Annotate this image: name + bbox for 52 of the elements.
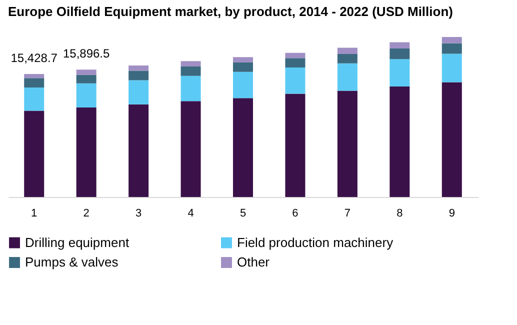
bar [285,52,306,58]
bar [442,37,462,44]
bar [337,48,358,54]
bar [285,94,306,197]
legend-label: Pumps & valves [25,254,119,270]
bar [337,63,358,91]
bar [128,65,149,71]
x-tick-label: 5 [240,208,246,220]
bar [24,78,44,88]
bar [233,57,253,62]
bar [180,76,201,102]
annotation: 15,896.5 [62,46,110,61]
legend-label: Other [237,254,270,270]
bar [233,72,253,98]
bar [180,101,201,197]
bar [390,86,410,197]
chart-title: Europe Oilfield Equipment market, by product, 2014 - 2022 (USD Million) [8,4,453,19]
bar [24,110,44,197]
x-tick-label: 7 [344,208,351,220]
bar [128,70,149,80]
bar [76,108,96,197]
bar [24,88,44,111]
bar [337,54,358,64]
x-tick-label: 6 [292,208,298,220]
x-tick-label: 4 [188,208,194,220]
annotation: 15,428.7 [10,50,58,65]
x-tick-label: 3 [135,208,142,220]
bar [180,61,201,66]
bar [442,43,462,54]
legend-label: Drilling equipment [25,234,130,250]
bar [390,48,410,60]
x-tick-label: 1 [31,208,38,220]
bar [285,58,306,68]
bar [337,90,358,197]
bar [76,83,96,108]
x-tick-label: 9 [448,208,455,220]
bar [76,74,96,84]
bar [180,66,201,76]
bar [233,98,253,197]
bar [390,42,410,49]
bar [233,62,253,72]
x-tick-label: 2 [83,208,90,220]
bar [24,74,44,78]
bar [442,54,462,82]
bar [128,104,149,197]
legend-label: Field production machinery [237,234,394,250]
bar [128,80,149,104]
bar [285,68,306,94]
bar [390,59,410,86]
bar [442,82,462,197]
bar [76,70,96,75]
x-tick-label: 8 [396,208,403,220]
